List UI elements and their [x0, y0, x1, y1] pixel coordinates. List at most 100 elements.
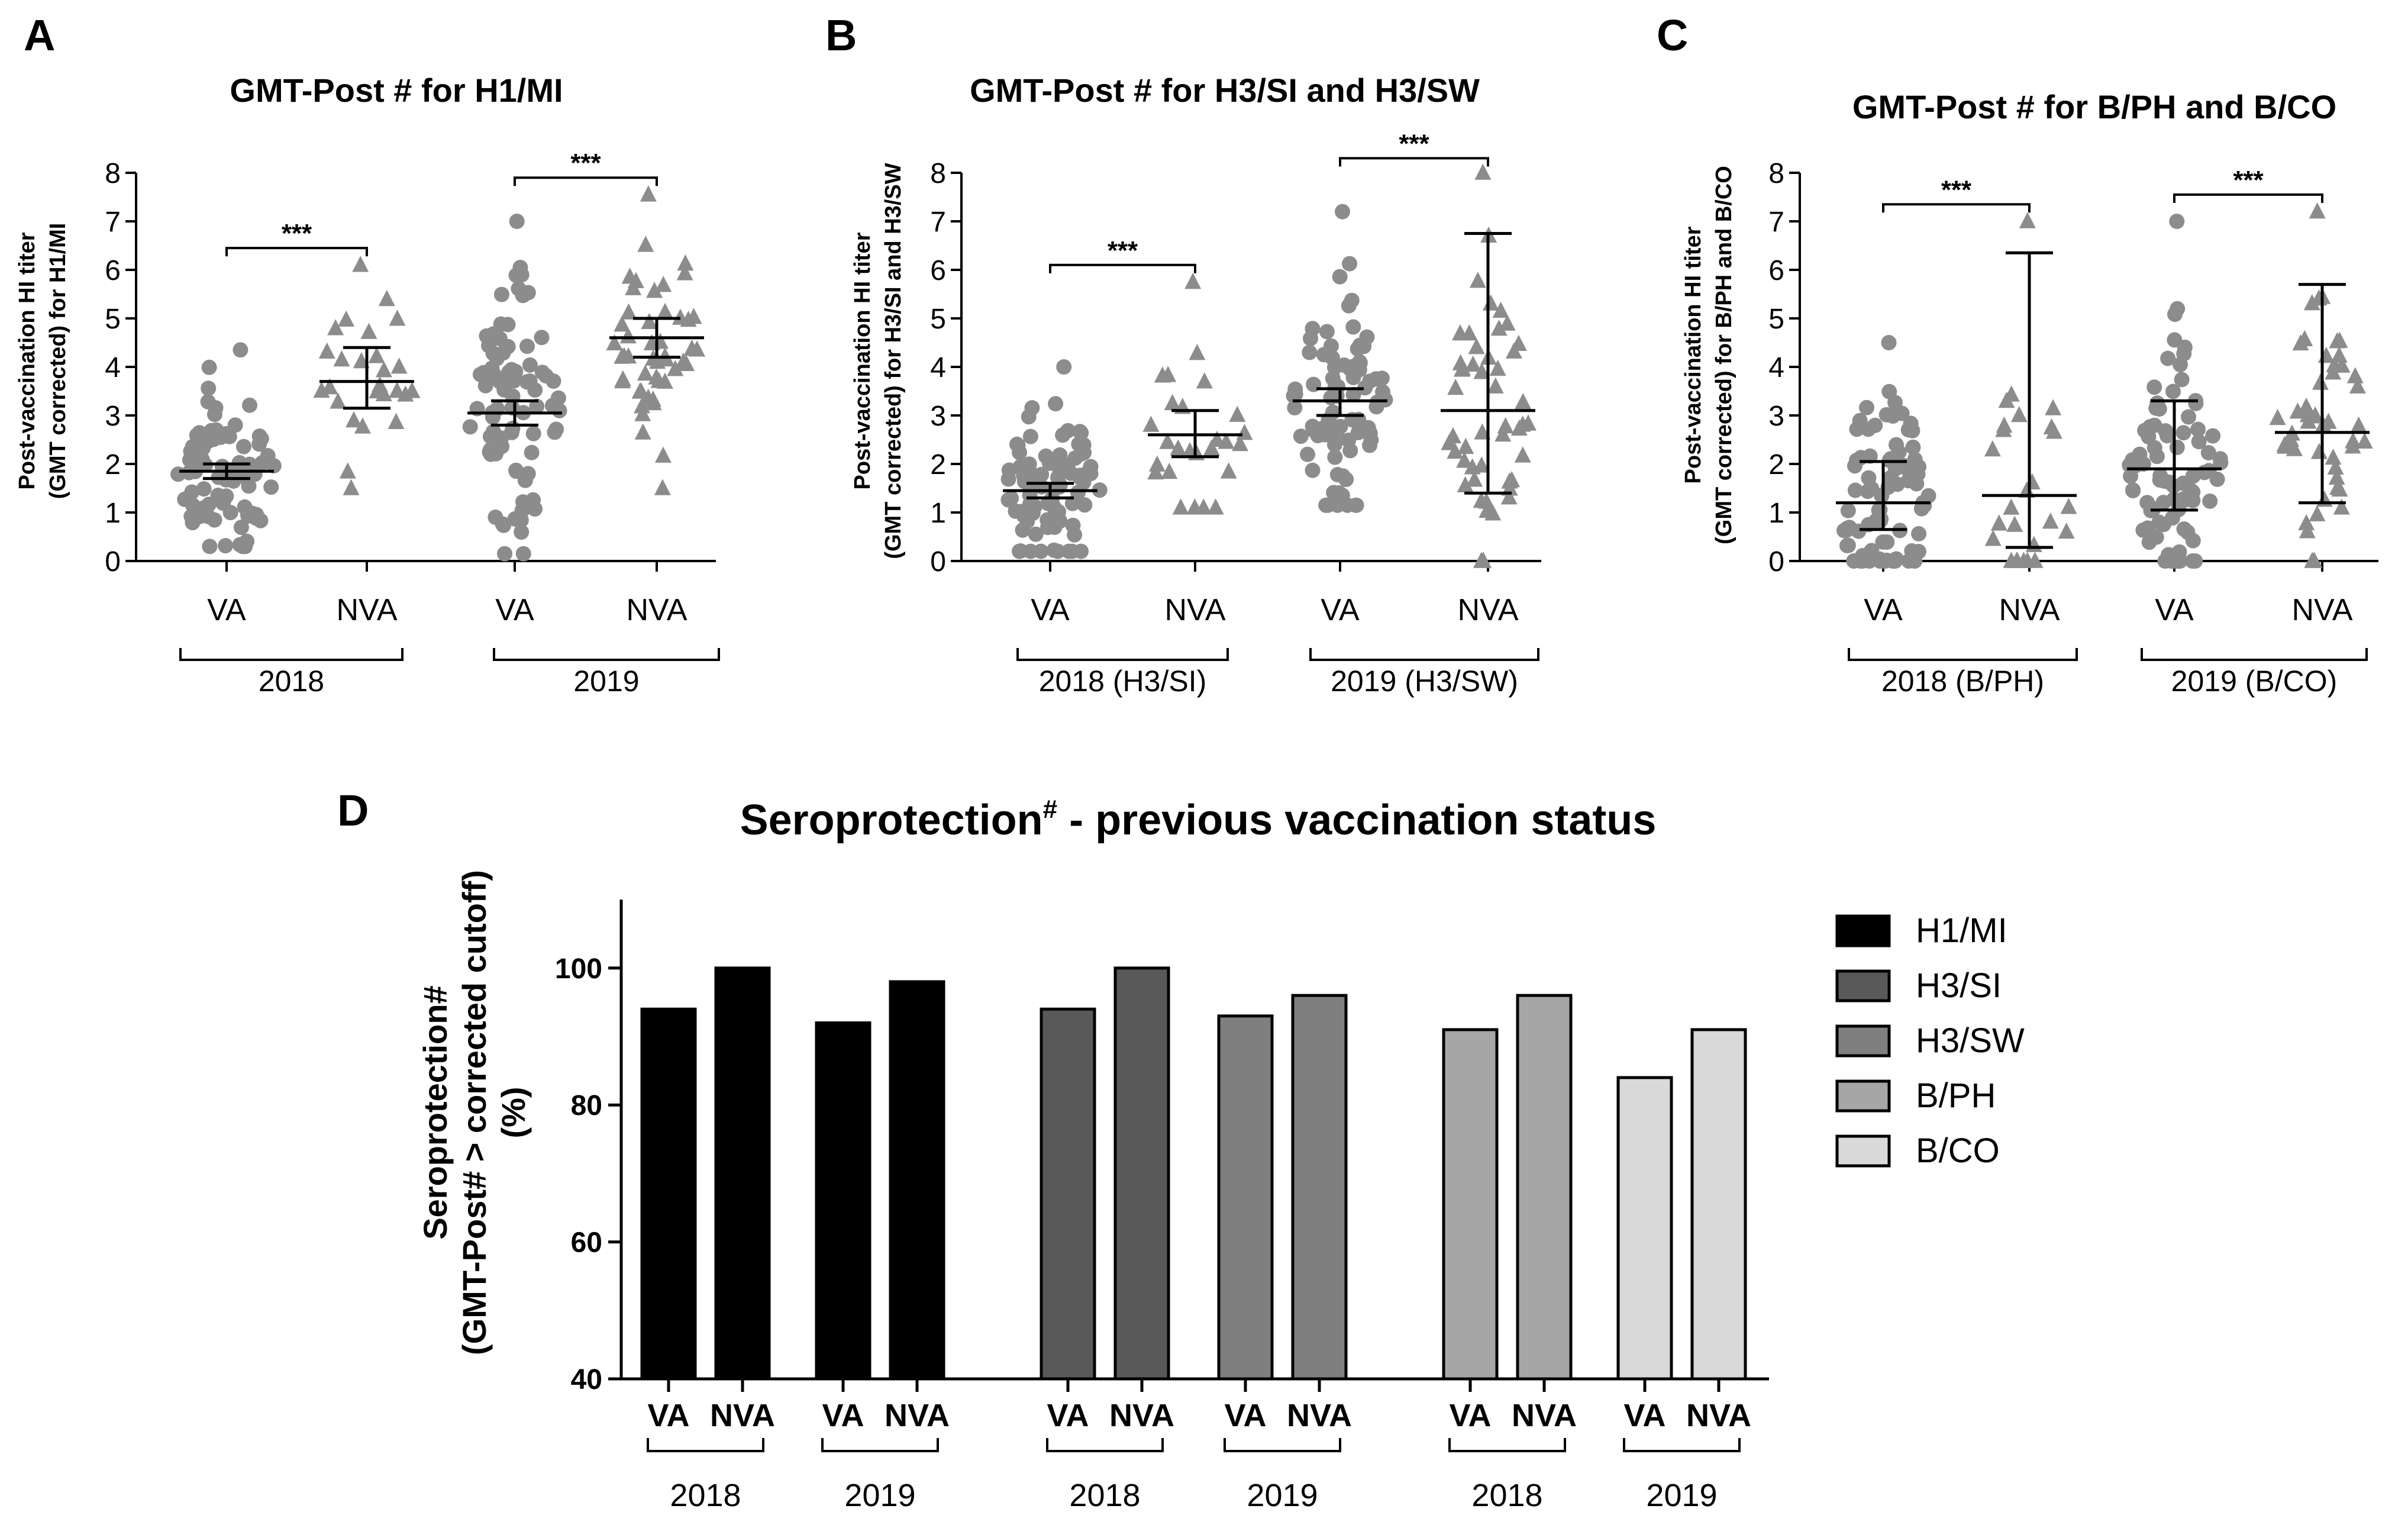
- y-tick-label: 5: [1768, 304, 1784, 335]
- y-axis-label-line: (GMT corrected) for H1/MI: [46, 223, 70, 499]
- data-point: [1469, 272, 1486, 288]
- data-point: [1345, 319, 1361, 335]
- group-bracket: [1224, 1438, 1341, 1452]
- data-point: [534, 365, 550, 381]
- data-point: [1352, 354, 1367, 370]
- data-point: [1342, 443, 1358, 459]
- data-point: [1984, 530, 2002, 546]
- series-points: [1286, 204, 1393, 513]
- data-point: [1319, 324, 1335, 340]
- data-point: [548, 421, 564, 437]
- data-point: [1326, 437, 1342, 453]
- data-point: [1287, 386, 1303, 402]
- data-point: [462, 419, 478, 435]
- legend-label: H3/SI: [1916, 966, 2002, 1005]
- y-tick-label: 7: [1768, 207, 1784, 238]
- data-point: [330, 392, 347, 409]
- data-point: [1159, 433, 1176, 449]
- data-point: [1492, 301, 1509, 318]
- x-category-label: NVA: [1686, 1398, 1751, 1433]
- data-point: [508, 267, 524, 283]
- data-point: [1444, 427, 1461, 443]
- data-point: [2276, 436, 2293, 452]
- group-bracket: [1309, 648, 1539, 661]
- data-point: [2356, 432, 2373, 449]
- data-point: [1874, 488, 1890, 504]
- data-point: [654, 446, 672, 463]
- group-bracket: [821, 1438, 939, 1452]
- group-label: 2019 (B/CO): [2171, 665, 2338, 698]
- significance-bracket: [514, 176, 658, 186]
- y-axis-label: Post-vaccination HI titer (GMT corrected)…: [850, 163, 906, 559]
- data-point: [1293, 428, 1309, 444]
- data-point: [2018, 481, 2035, 498]
- data-point: [1170, 439, 1187, 456]
- data-point: [1913, 501, 1929, 517]
- data-point: [496, 517, 512, 533]
- data-point: [390, 357, 408, 374]
- series-points: [462, 214, 567, 562]
- x-category-label: NVA: [626, 593, 687, 627]
- data-point: [242, 397, 257, 413]
- data-point: [1015, 522, 1031, 538]
- data-point: [496, 382, 512, 398]
- data-point: [360, 323, 377, 339]
- data-point: [221, 428, 237, 444]
- legend-swatch: [1835, 1079, 1891, 1113]
- data-point: [678, 354, 695, 371]
- data-point: [208, 422, 224, 438]
- data-point: [1203, 439, 1220, 456]
- data-point: [509, 214, 525, 229]
- data-point: [2312, 373, 2329, 390]
- y-tick-label: 3: [105, 401, 121, 432]
- data-point: [1452, 324, 1468, 341]
- bar: [1616, 1076, 1673, 1381]
- data-point: [1164, 394, 1181, 411]
- data-point: [482, 442, 498, 458]
- data-point: [1320, 497, 1336, 513]
- data-point: [210, 488, 226, 503]
- bar: [1291, 994, 1348, 1381]
- panel-a-scatter: A GMT-Post # for H1/MI Post-vaccination HI…: [15, 11, 720, 698]
- data-point: [645, 394, 662, 411]
- data-point: [2148, 400, 2164, 416]
- data-point: [1860, 421, 1876, 437]
- y-tick-label: 4: [105, 352, 121, 383]
- data-point: [667, 360, 684, 376]
- bar: [1690, 1028, 1747, 1381]
- panel-title-rest: - previous vaccination status: [1057, 797, 1656, 844]
- data-point: [1051, 479, 1067, 495]
- data-point: [327, 319, 344, 336]
- group-bracket: [179, 648, 404, 661]
- panel-letter: A: [24, 11, 55, 60]
- group-label: 2018 (B/PH): [1881, 665, 2044, 698]
- data-point: [375, 361, 392, 378]
- data-point: [354, 417, 371, 434]
- data-point: [2045, 399, 2062, 415]
- error-bar: [2275, 283, 2370, 505]
- error-bar: [467, 399, 562, 427]
- data-point: [313, 381, 330, 398]
- data-point: [1990, 514, 2007, 531]
- y-axis-label-line: (GMT corrected) for B/PH and B/CO: [1712, 166, 1736, 544]
- data-point: [1841, 520, 1857, 536]
- data-point: [519, 339, 535, 354]
- data-point: [1995, 421, 2012, 437]
- data-point: [233, 342, 248, 358]
- data-point: [2167, 332, 2183, 348]
- data-point: [1016, 508, 1032, 524]
- data-point: [1456, 452, 1473, 468]
- x-category-label: NVA: [1164, 593, 1225, 627]
- group-bracket: [647, 1438, 764, 1452]
- data-point: [511, 281, 527, 296]
- y-axis-label-line: (GMT corrected) for H3/SI and H3/SW: [881, 163, 906, 559]
- group-label: 2019: [844, 1478, 915, 1513]
- data-point: [634, 423, 651, 440]
- data-point: [218, 538, 234, 554]
- significance-bracket: [1339, 157, 1489, 167]
- y-tick-label: 6: [105, 255, 121, 286]
- significance-label: ***: [1941, 175, 1972, 204]
- data-point: [2325, 363, 2342, 380]
- panel-title: GMT-Post # for B/PH and B/CO: [1852, 88, 2336, 125]
